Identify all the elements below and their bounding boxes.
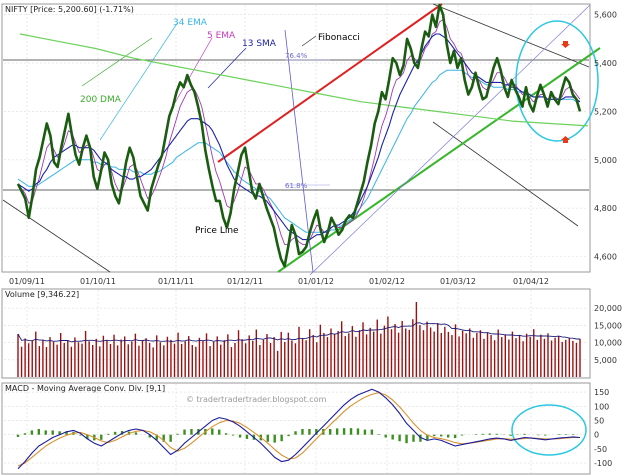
x-tick-label: 01/01/12: [298, 277, 334, 286]
volume-panel-title: Volume [9,346.22]: [5, 290, 79, 299]
series-line-34-ema: [17, 69, 580, 233]
macd-y-tick-label: 100: [594, 402, 609, 411]
macd-y-tick-label: 150: [594, 388, 609, 397]
label-200-dma: 200 DMA: [80, 95, 122, 105]
macd-y-tick-label: -50: [594, 445, 607, 454]
price-y-tick-label: 4,600: [594, 252, 617, 261]
arrow-down-icon: [561, 41, 570, 48]
channel-lower-green: [277, 47, 601, 273]
price-y-tick-label: 5,000: [594, 156, 617, 165]
fibonacci-vertical-line: [284, 29, 314, 273]
price-y-tick-label: 4,800: [594, 204, 617, 213]
price-panel-title: NIFTY [Price: 5,200.60] (-1.71%): [5, 5, 134, 14]
volume-y-tick-label: 5,000: [594, 356, 617, 365]
pointer-13sma: [207, 47, 247, 89]
label-fib-76: 76.4%: [285, 52, 308, 60]
series-line-13-sma: [17, 33, 581, 241]
price-y-tick-label: 5,200: [594, 107, 617, 116]
label-fib-61: 61.8%: [285, 182, 308, 190]
x-tick-label: 01/02/12: [369, 277, 405, 286]
x-tick-label: 01/04/12: [513, 277, 549, 286]
macd-panel: [1, 382, 591, 475]
channel-upper-red: [217, 3, 443, 163]
label-13-sma: 13 SMA: [242, 39, 277, 49]
pointer-34ema: [99, 21, 179, 141]
x-tick-label: 01/12/11: [227, 277, 263, 286]
label-5-ema: 5 EMA: [207, 31, 236, 41]
trendline-upper-black: [432, 3, 590, 68]
label-fibonacci: Fibonacci: [318, 33, 360, 43]
macd-signal-line: [17, 392, 580, 467]
label-34-ema: 34 EMA: [173, 18, 208, 28]
fibonacci-diagonal-line: [309, 4, 591, 276]
macd-macd-line: [17, 388, 581, 470]
x-tick-label: 01/03/12: [440, 277, 476, 286]
price-y-tick-label: 5,600: [594, 11, 617, 20]
highlight-ellipse-macd: [511, 404, 587, 456]
pointer-fibonacci: [301, 35, 317, 47]
pointer-5ema: [171, 37, 213, 109]
series-line-200-dma: [19, 33, 589, 127]
x-tick-label: 01/11/11: [158, 277, 194, 286]
arrow-up-icon: [561, 136, 570, 143]
macd-y-tick-label: 0: [594, 431, 599, 440]
volume-moving-average-line: [17, 322, 580, 343]
pointer-200dma: [81, 37, 153, 87]
x-tick-label: 01/09/11: [9, 277, 45, 286]
highlight-ellipse-price: [515, 20, 599, 142]
macd-y-tick-label: -100: [594, 459, 612, 468]
macd-y-tick-label: 50: [594, 416, 604, 425]
series-line-5-ema: [17, 19, 581, 245]
macd-panel-title: MACD - Moving Average Conv. Div. [9,1]: [5, 384, 165, 393]
series-line-price-line: [16, 3, 582, 268]
x-tick-label: 01/10/11: [80, 277, 116, 286]
price-y-tick-label: 5,400: [594, 59, 617, 68]
label-price-line: Price Line: [195, 226, 239, 236]
trendline-left-black: [2, 199, 111, 273]
volume-y-tick-label: 15,000: [594, 321, 622, 330]
trendline-lower-black: [432, 121, 579, 227]
volume-y-tick-label: 20,000: [594, 304, 622, 313]
watermark: © tradertradertrader.blogspot.com: [186, 395, 327, 404]
price-panel: [1, 3, 591, 273]
volume-y-tick-label: 10,000: [594, 339, 622, 348]
